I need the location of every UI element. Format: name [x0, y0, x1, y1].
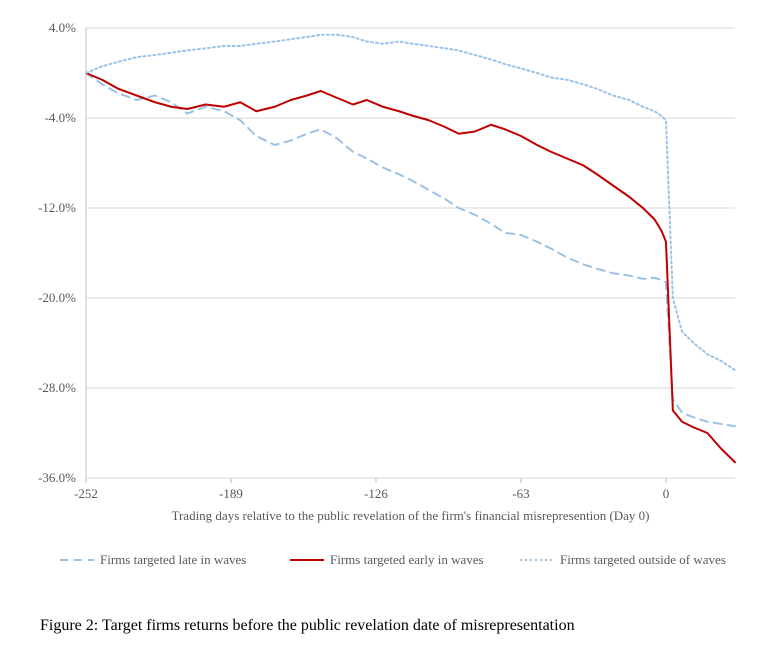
x-tick-label: -252 — [74, 486, 98, 501]
x-tick-label: -126 — [364, 486, 388, 501]
y-tick-label: -12.0% — [38, 200, 76, 215]
x-axis-label: Trading days relative to the public reve… — [171, 508, 649, 523]
y-tick-label: -36.0% — [38, 470, 76, 485]
y-tick-label: 4.0% — [49, 20, 76, 35]
legend-label: Firms targeted outside of waves — [560, 552, 726, 567]
y-tick-label: -4.0% — [45, 110, 77, 125]
y-tick-label: -28.0% — [38, 380, 76, 395]
x-tick-label: 0 — [663, 486, 670, 501]
legend-label: Firms targeted late in waves — [100, 552, 246, 567]
figure-caption: Figure 2: Target firms returns before th… — [40, 617, 575, 635]
y-tick-label: -20.0% — [38, 290, 76, 305]
x-tick-label: -63 — [512, 486, 529, 501]
x-tick-label: -189 — [219, 486, 243, 501]
legend-label: Firms targeted early in waves — [330, 552, 484, 567]
line-chart: -36.0% -28.0% -20.0% -12.0% -4.0% 4.0% -252 -18… — [0, 0, 768, 653]
chart-container: -36.0% -28.0% -20.0% -12.0% -4.0% 4.0% -252 -18… — [0, 0, 768, 653]
